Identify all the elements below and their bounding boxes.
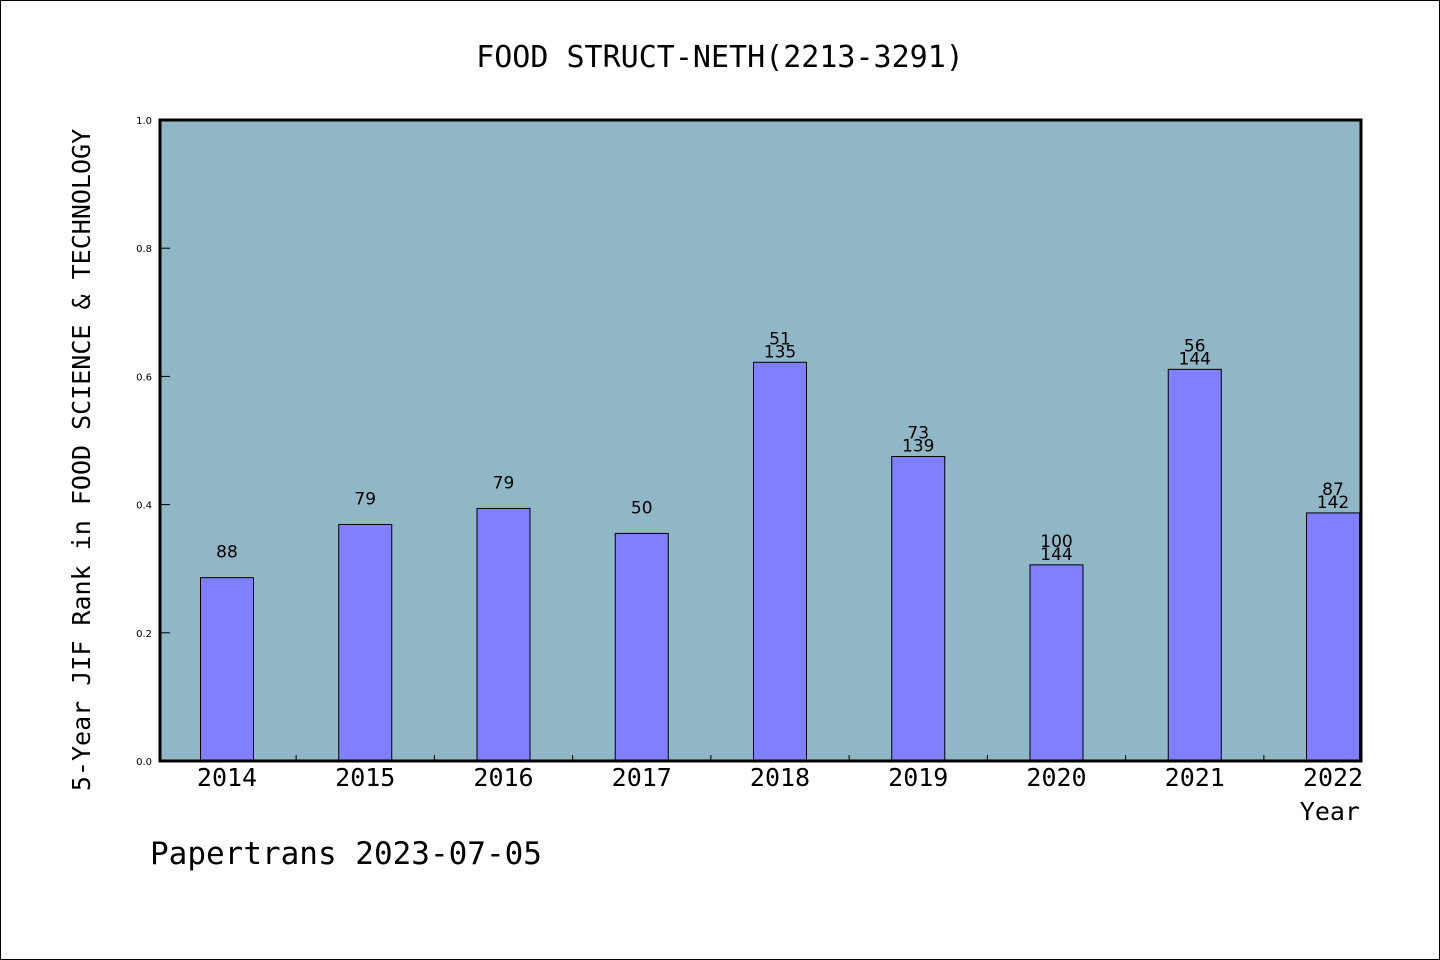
bar-label-2018-line-2: 135	[764, 342, 796, 362]
y-tick-label-4: 0.8	[136, 244, 152, 255]
bar-label-2021-line-1: 56	[1184, 336, 1206, 356]
bar-2019	[891, 456, 946, 762]
x-tick-label-2017: 2017	[612, 763, 672, 792]
bar-label-2017: 50	[631, 498, 653, 518]
x-tick-label-2021: 2021	[1165, 763, 1225, 792]
bar-2014	[200, 577, 254, 762]
bars-layer	[200, 361, 1360, 762]
bar-label-2018-line-1: 51	[769, 329, 791, 349]
bar-2017	[614, 532, 669, 762]
bar-label-2019-line-1: 73	[907, 424, 929, 444]
chart-title: FOOD STRUCT-NETH(2213-3291)	[476, 40, 964, 75]
y-tick-label-5: 1.0	[136, 116, 152, 127]
bar-label-2021-line-2: 144	[1179, 349, 1211, 369]
y-tick-label-2: 0.4	[136, 501, 152, 512]
bar-2020	[1029, 564, 1084, 762]
bar-label-2019-line-2: 139	[902, 437, 934, 457]
bar-label-2022-line-2: 142	[1317, 493, 1349, 513]
bar-2018	[753, 361, 807, 762]
x-tick-label-2022: 2022	[1303, 763, 1363, 792]
bar-label-2022-line-1: 87	[1322, 480, 1344, 500]
bar-label-2020-line-2: 144	[1040, 545, 1072, 565]
x-tick-label-2015: 2015	[335, 763, 395, 792]
plot-border	[158, 118, 1363, 763]
bar-label-2016: 79	[493, 473, 515, 493]
bar-2016	[476, 507, 531, 762]
x-tick-label-2016: 2016	[473, 763, 533, 792]
x-tick-label-2019: 2019	[888, 763, 948, 792]
x-tick-label-2018: 2018	[750, 763, 810, 792]
bar-label-2020-line-1: 100	[1040, 532, 1072, 552]
bar-label-2015: 79	[354, 489, 376, 509]
x-tick-label-2020: 2020	[1026, 763, 1086, 792]
bar-label-2014: 88	[216, 543, 238, 563]
watermark-text: Papertrans 2023-07-05	[150, 836, 542, 872]
y-tick-label-0: 0.0	[136, 757, 152, 768]
x-axis-label: Year	[1300, 797, 1360, 826]
x-tick-label-2014: 2014	[197, 763, 257, 792]
bar-2021	[1167, 368, 1222, 762]
y-axis-label: 5-Year JIF Rank in FOOD SCIENCE & TECHNO…	[67, 129, 96, 791]
x-axis: 2014 2015 2016 2017 2018 2019 2020 2021 2022	[197, 755, 1363, 792]
y-tick-label-3: 0.6	[136, 372, 152, 383]
y-tick-label-1: 0.2	[136, 629, 152, 640]
bar-2015	[338, 523, 393, 762]
bar-2022	[1306, 512, 1360, 762]
